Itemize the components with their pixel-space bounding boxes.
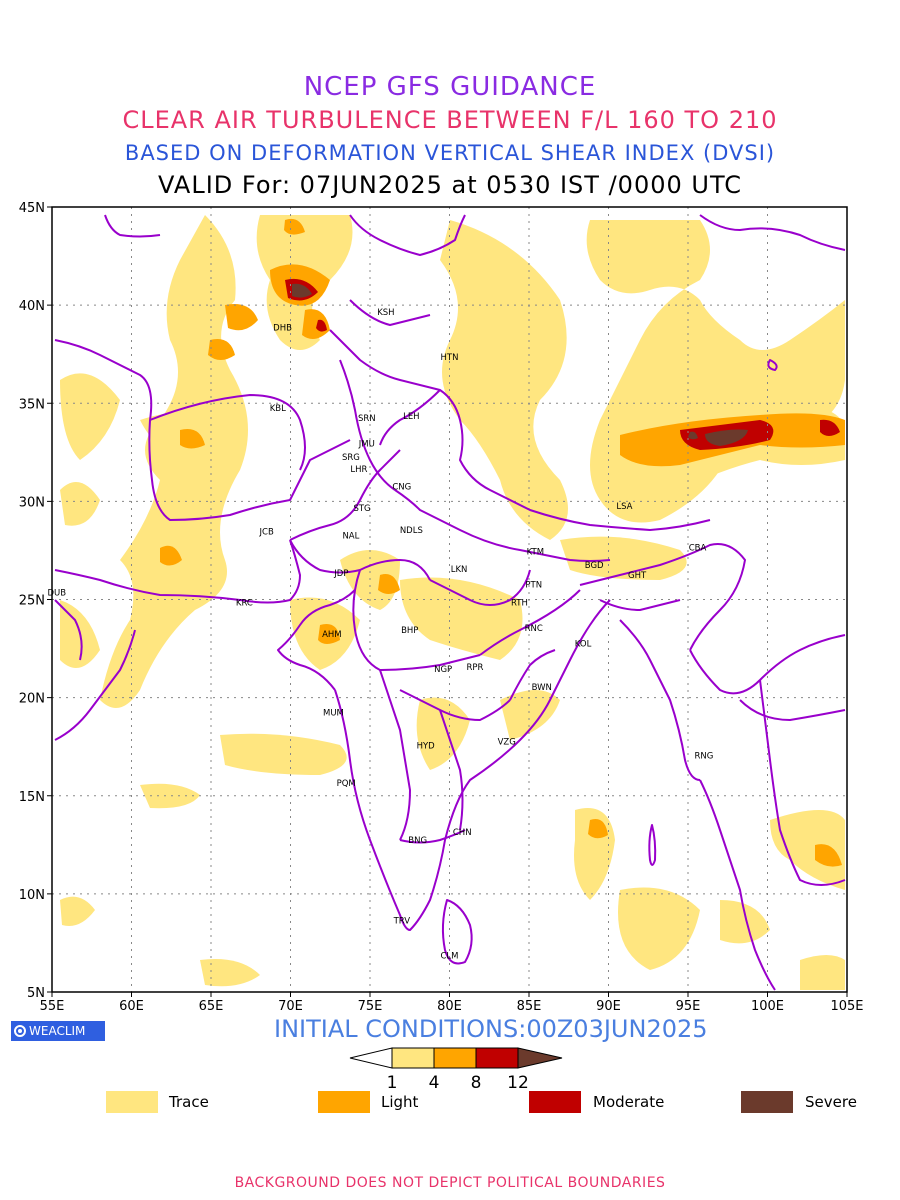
colorbar-light [433, 1047, 477, 1069]
title-valid-time: VALID For: 07JUN2025 at 0530 IST /0000 U… [158, 171, 742, 199]
lat-tick-label: 10N [19, 888, 45, 903]
station-htn: HTN [441, 353, 459, 363]
colorbar-low-arrow [349, 1047, 393, 1069]
lon-tick-label: 95E [676, 999, 701, 1014]
station-stg: STG [353, 504, 370, 514]
station-lkn: LKN [451, 565, 468, 575]
lon-tick-label: 90E [596, 999, 621, 1014]
colorbar: 1 4 8 12 [349, 1047, 563, 1093]
lat-tick-label: 20N [19, 692, 45, 707]
lat-tick-label: 25N [19, 594, 45, 609]
station-srn: SRN [358, 414, 376, 424]
station-ksh: KSH [377, 308, 394, 318]
station-chn: CHN [453, 828, 472, 838]
lon-tick-label: 100E [751, 999, 784, 1014]
lat-tick-label: 35N [19, 397, 45, 412]
legend-label-severe: Severe [805, 1093, 857, 1111]
station-ahm: AHM [322, 630, 342, 640]
lat-tick-label: 15N [19, 790, 45, 805]
station-bwn: BWN [532, 683, 552, 693]
station-ngp: NGP [434, 665, 452, 675]
footer-disclaimer: BACKGROUND DOES NOT DEPICT POLITICAL BOU… [234, 1175, 666, 1191]
latitude-labels: 45N 40N 35N 30N 25N 20N 15N 10N 5N [19, 201, 45, 1001]
initial-conditions: INITIAL CONDITIONS:00Z03JUN2025 [274, 1015, 708, 1043]
legend-swatch-trace [106, 1091, 158, 1113]
station-kbl: KBL [270, 404, 286, 414]
legend-swatch-severe [741, 1091, 793, 1113]
station-cng: CNG [392, 483, 411, 493]
station-bgd: BGD [585, 561, 604, 571]
colorbar-tick: 4 [429, 1073, 440, 1093]
legend-label-trace: Trace [169, 1093, 209, 1111]
lon-tick-label: 55E [40, 999, 65, 1014]
lat-tick-label: 30N [19, 495, 45, 510]
station-ptn: PTN [525, 581, 542, 591]
logo-icon [14, 1025, 26, 1037]
lon-tick-label: 75E [358, 999, 383, 1014]
station-jdp: JDP [333, 569, 348, 579]
station-rng: RNG [694, 751, 713, 761]
colorbar-high-arrow [517, 1047, 563, 1069]
boundary-lines [54, 214, 846, 991]
legend-swatch-moderate [529, 1091, 581, 1113]
title-product: CLEAR AIR TURBULENCE BETWEEN F/L 160 TO … [122, 106, 778, 134]
lon-tick-label: 60E [119, 999, 144, 1014]
lon-tick-label: 70E [278, 999, 303, 1014]
logo-text: WEACLIM [29, 1024, 86, 1038]
station-dub: DUB [47, 589, 66, 599]
station-ktm: KTM [527, 547, 544, 557]
station-hyd: HYD [417, 742, 436, 752]
station-bhp: BHP [401, 626, 418, 636]
lat-tick-label: 45N [19, 201, 45, 216]
station-ght: GHT [628, 571, 647, 581]
station-jcb: JCB [259, 528, 274, 538]
colorbar-moderate [475, 1047, 519, 1069]
legend-swatch-light [318, 1091, 370, 1113]
station-clm: CLM [440, 952, 458, 962]
station-lhr: LHR [350, 465, 367, 475]
station-ndls: NDLS [400, 526, 423, 536]
turbulence-shading [60, 215, 845, 990]
lat-tick-label: 5N [27, 986, 45, 1001]
lon-tick-label: 105E [830, 999, 863, 1014]
lon-tick-label: 65E [199, 999, 224, 1014]
legend-label-light: Light [381, 1093, 419, 1111]
title-model: NCEP GFS GUIDANCE [303, 72, 597, 102]
colorbar-trace [391, 1047, 435, 1069]
station-rth: RTH [511, 598, 528, 608]
lon-tick-label: 85E [517, 999, 542, 1014]
station-leh: LEH [403, 412, 420, 422]
colorbar-tick: 1 [387, 1073, 398, 1093]
station-dhb: DHB [273, 324, 292, 334]
station-trv: TRV [393, 916, 411, 926]
weaclim-logo: WEACLIM [11, 1021, 105, 1041]
station-srg: SRG [342, 453, 360, 463]
station-vzg: VZG [498, 738, 516, 748]
station-labels: KSH HTN DHB KBL SRN LEH JMU SRG LHR CNG STG LSA JCB N… [47, 308, 713, 962]
station-lsa: LSA [616, 502, 632, 512]
station-jmu: JMU [358, 439, 375, 449]
station-rpr: RPR [466, 663, 483, 673]
station-pqm: PQM [337, 779, 356, 789]
axis-ticks [47, 206, 848, 997]
station-bng: BNG [408, 836, 427, 846]
longitude-labels: 55E 60E 65E 70E 75E 80E 85E 90E 95E 100E 105E [40, 999, 864, 1014]
title-index: BASED ON DEFORMATION VERTICAL SHEAR INDE… [124, 141, 776, 165]
lat-tick-label: 40N [19, 299, 45, 314]
station-krc: KRC [236, 598, 253, 608]
colorbar-tick: 8 [471, 1073, 482, 1093]
station-mum: MUM [323, 708, 344, 718]
colorbar-tick: 12 [507, 1073, 529, 1093]
legend-label-moderate: Moderate [593, 1093, 665, 1111]
station-cba: CBA [689, 543, 707, 553]
station-rnc: RNC [525, 624, 543, 634]
lon-tick-label: 80E [437, 999, 462, 1014]
station-kol: KOL [575, 640, 592, 650]
station-nal: NAL [342, 532, 359, 542]
